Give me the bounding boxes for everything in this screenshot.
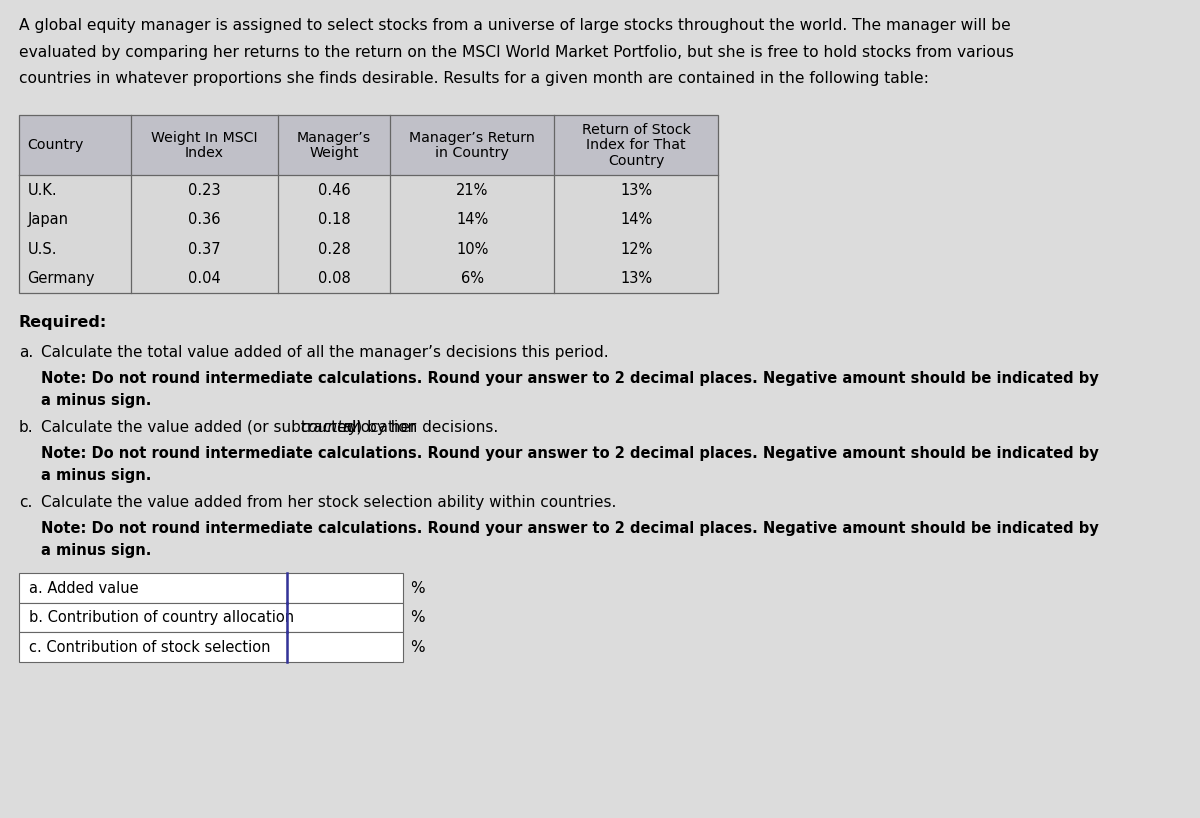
Text: 14%: 14% — [456, 212, 488, 227]
Bar — [287, 632, 403, 662]
Text: %: % — [410, 640, 425, 654]
Text: Return of Stock: Return of Stock — [582, 123, 691, 137]
Text: a minus sign.: a minus sign. — [41, 393, 151, 408]
Text: A global equity manager is assigned to select stocks from a universe of large st: A global equity manager is assigned to s… — [19, 18, 1010, 33]
Text: Country: Country — [28, 138, 84, 152]
Text: %: % — [410, 581, 425, 596]
Text: c. Contribution of stock selection: c. Contribution of stock selection — [29, 640, 271, 654]
Text: 0.08: 0.08 — [318, 272, 350, 286]
Bar — [19, 115, 718, 176]
Bar — [287, 603, 403, 632]
Text: allocation decisions.: allocation decisions. — [338, 420, 498, 435]
Text: 0.18: 0.18 — [318, 212, 350, 227]
Text: Index for That: Index for That — [587, 138, 686, 152]
Text: Note: Do not round intermediate calculations. Round your answer to 2 decimal pla: Note: Do not round intermediate calculat… — [41, 371, 1098, 386]
Text: Note: Do not round intermediate calculations. Round your answer to 2 decimal pla: Note: Do not round intermediate calculat… — [41, 521, 1098, 536]
Text: b. Contribution of country allocation: b. Contribution of country allocation — [29, 610, 294, 625]
Text: a minus sign.: a minus sign. — [41, 469, 151, 483]
Text: Calculate the value added (or subtracted) by her: Calculate the value added (or subtracted… — [41, 420, 421, 435]
Text: Manager’s Return: Manager’s Return — [409, 131, 535, 145]
Text: a minus sign.: a minus sign. — [41, 543, 151, 559]
Text: in Country: in Country — [436, 146, 509, 160]
Text: 0.36: 0.36 — [188, 212, 221, 227]
Text: Calculate the total value added of all the manager’s decisions this period.: Calculate the total value added of all t… — [41, 345, 608, 361]
Text: U.K.: U.K. — [28, 182, 58, 198]
Text: Japan: Japan — [28, 212, 68, 227]
Bar — [19, 115, 718, 294]
Text: 13%: 13% — [620, 272, 653, 286]
Text: Calculate the value added from her stock selection ability within countries.: Calculate the value added from her stock… — [41, 496, 616, 510]
Bar — [19, 176, 718, 294]
Text: 0.37: 0.37 — [188, 242, 221, 257]
Text: 10%: 10% — [456, 242, 488, 257]
Text: Weight In MSCI: Weight In MSCI — [151, 131, 258, 145]
Text: Required:: Required: — [19, 316, 107, 330]
Text: Weight: Weight — [310, 146, 359, 160]
Text: a. Added value: a. Added value — [29, 581, 139, 596]
Bar — [19, 573, 287, 603]
Text: Manager’s: Manager’s — [296, 131, 371, 145]
Text: 0.46: 0.46 — [318, 182, 350, 198]
Text: 0.23: 0.23 — [188, 182, 221, 198]
Text: Germany: Germany — [28, 272, 95, 286]
Text: 0.28: 0.28 — [318, 242, 350, 257]
Text: 13%: 13% — [620, 182, 653, 198]
Text: 0.04: 0.04 — [188, 272, 221, 286]
Text: country: country — [301, 420, 359, 435]
Text: 6%: 6% — [461, 272, 484, 286]
Bar — [19, 603, 287, 632]
Text: Country: Country — [608, 154, 665, 168]
Bar — [19, 632, 287, 662]
Text: 21%: 21% — [456, 182, 488, 198]
Text: c.: c. — [19, 496, 32, 510]
Text: evaluated by comparing her returns to the return on the MSCI World Market Portfo: evaluated by comparing her returns to th… — [19, 44, 1014, 60]
Text: b.: b. — [19, 420, 34, 435]
Text: 14%: 14% — [620, 212, 653, 227]
Text: Index: Index — [185, 146, 224, 160]
Bar — [287, 573, 403, 603]
Text: 12%: 12% — [620, 242, 653, 257]
Text: U.S.: U.S. — [28, 242, 58, 257]
Text: %: % — [410, 610, 425, 625]
Text: a.: a. — [19, 345, 34, 361]
Text: Note: Do not round intermediate calculations. Round your answer to 2 decimal pla: Note: Do not round intermediate calculat… — [41, 446, 1098, 461]
Text: countries in whatever proportions she finds desirable. Results for a given month: countries in whatever proportions she fi… — [19, 71, 929, 86]
